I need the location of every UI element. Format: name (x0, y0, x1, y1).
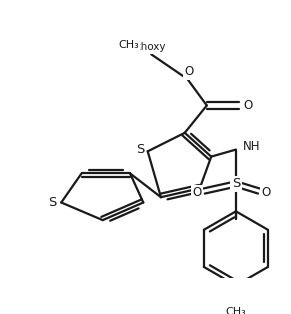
Text: S: S (48, 196, 57, 209)
Text: CH₃: CH₃ (118, 41, 139, 51)
Text: O: O (192, 186, 202, 199)
Text: O: O (261, 186, 271, 199)
Text: methoxy: methoxy (141, 45, 147, 46)
Text: S: S (136, 143, 145, 156)
Text: CH₃: CH₃ (226, 307, 246, 314)
Text: O: O (184, 65, 194, 78)
Text: NH: NH (243, 139, 260, 153)
Text: O: O (244, 99, 253, 112)
Text: S: S (232, 177, 240, 191)
Text: methoxy: methoxy (120, 42, 165, 52)
